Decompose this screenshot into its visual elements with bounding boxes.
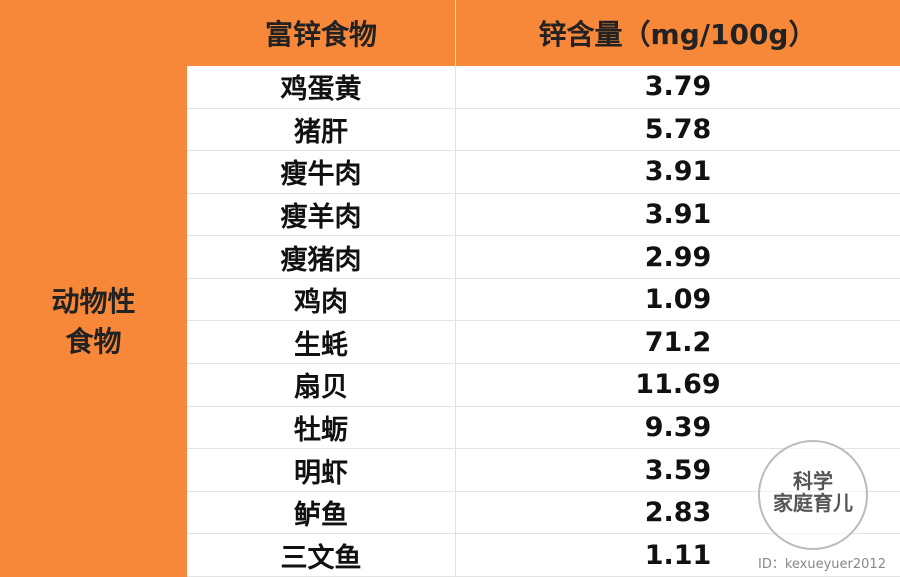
food-cell: 猪肝: [187, 108, 455, 152]
food-cell: 三文鱼: [187, 534, 455, 577]
watermark-line: 科学: [793, 469, 833, 493]
food-cell: 鸡肉: [187, 278, 455, 322]
group-label: 动物性食物: [51, 284, 136, 358]
food-cell: 生蚝: [187, 321, 455, 365]
food-cell: 鲈鱼: [187, 491, 455, 535]
header-zinc: 锌含量（mg/100g）: [455, 0, 900, 66]
food-cell: 牡蛎: [187, 406, 455, 450]
zinc-cell: 5.78: [456, 108, 900, 152]
food-cell: 瘦猪肉: [187, 236, 455, 279]
zinc-cell: 9.39: [456, 406, 900, 450]
watermark-id: ID：kexueyuer2012: [758, 557, 886, 572]
group-cell: 动物性食物: [0, 66, 187, 577]
food-cell: 瘦羊肉: [187, 193, 455, 237]
zinc-cell: 3.79: [456, 66, 900, 109]
zinc-cell: 3.91: [456, 193, 900, 237]
food-cell: 明虾: [187, 449, 455, 492]
zinc-cell: 1.09: [456, 278, 900, 322]
zinc-cell: 3.91: [456, 151, 900, 194]
watermark-line: 家庭育儿: [773, 491, 853, 515]
header-food: 富锌食物: [187, 0, 455, 66]
food-cell: 鸡蛋黄: [187, 66, 455, 109]
header-corner: [0, 0, 187, 66]
column-divider: [455, 0, 456, 577]
zinc-cell: 2.99: [456, 236, 900, 279]
watermark-logo: 科学 家庭育儿: [758, 440, 868, 550]
food-cell: 瘦牛肉: [187, 151, 455, 194]
food-cell: 扇贝: [187, 364, 455, 407]
zinc-cell: 71.2: [456, 321, 900, 365]
zinc-cell: 11.69: [456, 364, 900, 407]
